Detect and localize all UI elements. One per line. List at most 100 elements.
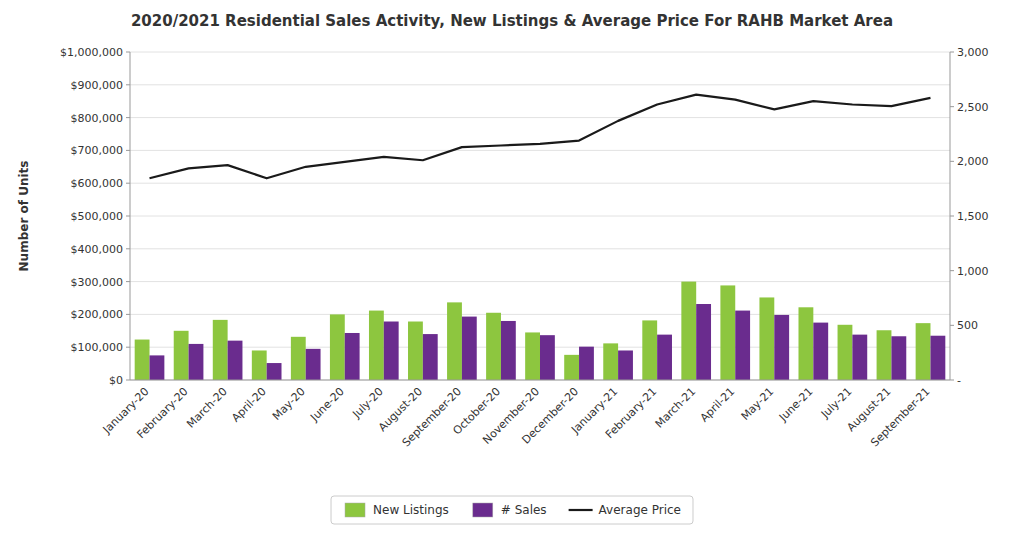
y2-tick bbox=[950, 216, 954, 217]
x-tick-label: May-20 bbox=[270, 385, 308, 423]
y-tick-label: $700,000 bbox=[71, 144, 124, 157]
y-tick-label: $0 bbox=[109, 374, 123, 387]
y-tick bbox=[126, 380, 130, 381]
bar bbox=[384, 322, 399, 380]
chart: 2020/2021 Residential Sales Activity, Ne… bbox=[0, 0, 1024, 534]
bar bbox=[447, 302, 462, 380]
x-tick-label: July-21 bbox=[818, 385, 854, 421]
bar-series bbox=[150, 304, 946, 380]
grid-line bbox=[130, 52, 950, 53]
y-tick-label: $900,000 bbox=[71, 79, 124, 92]
grid-line bbox=[130, 314, 950, 315]
legend-frame bbox=[331, 496, 693, 524]
bar bbox=[696, 304, 711, 380]
y-tick bbox=[126, 314, 130, 315]
y-axis-label: Number of Units bbox=[17, 161, 31, 272]
bar bbox=[642, 320, 657, 380]
bar bbox=[150, 355, 165, 380]
y-tick-label: $500,000 bbox=[71, 210, 124, 223]
bar bbox=[228, 341, 243, 380]
y2-tick bbox=[950, 161, 954, 162]
y2-tick bbox=[950, 106, 954, 107]
legend-label: # Sales bbox=[501, 503, 547, 517]
bar bbox=[877, 330, 892, 380]
x-tick-label: September-21 bbox=[868, 385, 932, 449]
legend: New Listings # Sales Average Price bbox=[331, 496, 693, 524]
x-tick-label: June-21 bbox=[776, 385, 816, 425]
axes: $0 $100,000 $200,000 $300,000 $400,000 $500,0… bbox=[17, 46, 989, 449]
bar bbox=[486, 313, 501, 380]
bar bbox=[462, 317, 477, 380]
y2-tick-label: 500 bbox=[957, 319, 978, 332]
y-tick bbox=[126, 84, 130, 85]
x-tick-label: December-20 bbox=[519, 385, 581, 447]
grid-line bbox=[130, 117, 950, 118]
x-tick-label: July-20 bbox=[349, 385, 385, 421]
bar bbox=[291, 337, 306, 380]
bar bbox=[423, 334, 438, 380]
bar bbox=[852, 335, 867, 380]
x-tick-label: March-21 bbox=[653, 385, 699, 431]
x-tick-label: March-20 bbox=[184, 385, 230, 431]
y-tick-label: $200,000 bbox=[71, 308, 124, 321]
legend-swatch bbox=[345, 503, 365, 517]
grid-line bbox=[130, 248, 950, 249]
x-tick-label: September-20 bbox=[400, 385, 464, 449]
bar bbox=[189, 344, 204, 380]
y2-tick bbox=[950, 380, 954, 381]
bar bbox=[213, 320, 228, 380]
y-tick bbox=[126, 248, 130, 249]
background bbox=[0, 0, 1024, 534]
bar bbox=[252, 350, 267, 380]
bar bbox=[501, 321, 516, 380]
y2-tick bbox=[950, 52, 954, 53]
x-tick-label: February-21 bbox=[603, 385, 659, 441]
y-tick-label: $300,000 bbox=[71, 276, 124, 289]
y2-tick-label: 1,500 bbox=[957, 210, 989, 223]
y-tick bbox=[126, 150, 130, 151]
y-tick-label: $100,000 bbox=[71, 341, 124, 354]
legend-label: Average Price bbox=[599, 503, 681, 517]
bar bbox=[525, 332, 540, 380]
bar bbox=[798, 307, 813, 380]
legend-item: New Listings bbox=[345, 503, 449, 517]
grid bbox=[130, 52, 950, 380]
bar bbox=[564, 355, 579, 380]
bar bbox=[891, 336, 906, 380]
bar bbox=[174, 331, 189, 380]
bar bbox=[657, 335, 672, 380]
bar bbox=[135, 340, 150, 380]
marks bbox=[135, 95, 946, 380]
grid-line bbox=[130, 281, 950, 282]
bar bbox=[369, 311, 384, 380]
y-tick bbox=[126, 117, 130, 118]
bar bbox=[330, 314, 345, 380]
bar bbox=[579, 347, 594, 380]
y-tick bbox=[126, 281, 130, 282]
y-tick-label: $600,000 bbox=[71, 177, 124, 190]
bar bbox=[735, 311, 750, 380]
grid-line bbox=[130, 150, 950, 151]
bar bbox=[813, 323, 828, 380]
legend-item: Average Price bbox=[569, 503, 681, 517]
y-tick bbox=[126, 183, 130, 184]
bar bbox=[408, 322, 423, 380]
bar bbox=[838, 325, 853, 380]
grid-line bbox=[130, 84, 950, 85]
grid-line bbox=[130, 183, 950, 184]
bar bbox=[759, 297, 774, 380]
title: 2020/2021 Residential Sales Activity, Ne… bbox=[131, 12, 893, 30]
y-tick-label: $400,000 bbox=[71, 243, 124, 256]
grid-line bbox=[130, 216, 950, 217]
x-axis-line bbox=[130, 380, 950, 381]
y-tick bbox=[126, 52, 130, 53]
legend-item: # Sales bbox=[473, 503, 547, 517]
bar bbox=[720, 285, 735, 380]
x-tick-label: April-21 bbox=[698, 385, 738, 425]
x-tick-label: April-20 bbox=[229, 385, 269, 425]
y2-tick bbox=[950, 325, 954, 326]
y-tick bbox=[126, 216, 130, 217]
bar bbox=[603, 343, 618, 380]
x-tick-label: May-21 bbox=[739, 385, 777, 423]
y2-tick-label: 2,500 bbox=[957, 101, 989, 114]
